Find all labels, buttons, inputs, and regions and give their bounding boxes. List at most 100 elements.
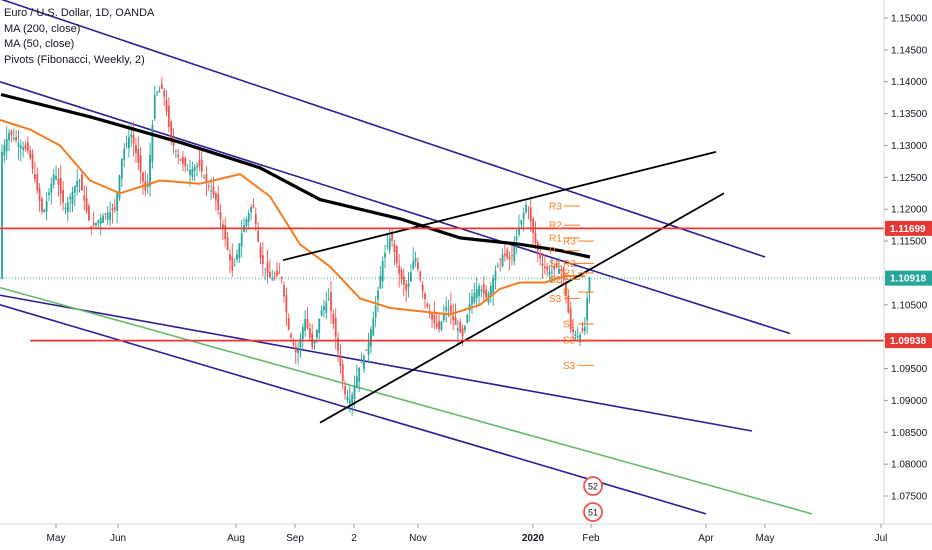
y-tick-label: 1.10500 bbox=[891, 300, 928, 311]
candle-body bbox=[405, 284, 408, 291]
candle-body bbox=[370, 329, 372, 347]
candle-body bbox=[102, 215, 104, 223]
candle-body bbox=[139, 155, 142, 172]
candle-body bbox=[499, 259, 502, 261]
candle-body bbox=[193, 167, 196, 171]
candle-body bbox=[245, 219, 248, 226]
y-tick-label: 1.13000 bbox=[891, 141, 928, 152]
candle-body bbox=[48, 192, 50, 196]
candle-body bbox=[123, 148, 126, 160]
candle-body bbox=[586, 298, 589, 321]
candle-body bbox=[475, 289, 478, 298]
channel-top bbox=[0, 0, 766, 258]
x-tick-label: 2 bbox=[351, 533, 357, 544]
candle-body bbox=[210, 190, 213, 192]
candle-body bbox=[576, 335, 579, 338]
candle-body bbox=[271, 278, 274, 281]
candle-body bbox=[424, 293, 426, 300]
resistance-badge bbox=[885, 220, 932, 236]
pivot-week1-label: S2 bbox=[549, 275, 562, 286]
green-trend-line bbox=[0, 286, 813, 515]
candle-body bbox=[266, 261, 269, 274]
candle-body bbox=[59, 177, 62, 194]
candle-body bbox=[532, 218, 534, 233]
event-markers[interactable]: 52 51 bbox=[583, 476, 603, 522]
candle-body bbox=[551, 271, 553, 273]
y-tick-label: 1.09500 bbox=[891, 364, 928, 375]
candle-body bbox=[97, 220, 100, 224]
pivot-week1-label: S3 bbox=[549, 294, 562, 305]
candle-body bbox=[565, 281, 567, 296]
candle-body bbox=[496, 265, 499, 267]
candle-body bbox=[69, 197, 72, 200]
legend-title[interactable]: Euro / U.S. Dollar, 1D, OANDA bbox=[4, 7, 155, 19]
candle-body bbox=[454, 317, 457, 326]
candle-body bbox=[459, 321, 462, 333]
legend-ma50[interactable]: MA (50, close) bbox=[4, 38, 75, 50]
event-marker-top[interactable] bbox=[583, 476, 603, 496]
candle-body bbox=[36, 173, 39, 191]
candle-body bbox=[233, 264, 236, 266]
y-tick-label: 1.09000 bbox=[891, 396, 928, 407]
candle-body bbox=[520, 220, 523, 225]
candle-body bbox=[50, 183, 53, 193]
candle-body bbox=[252, 205, 255, 208]
pivot-week1-label: S1 bbox=[549, 259, 562, 270]
candle-body bbox=[229, 254, 231, 261]
legend-pivots[interactable]: Pivots (Fibonacci, Weekly, 2) bbox=[4, 53, 145, 66]
candle-body bbox=[106, 212, 109, 220]
candle-body bbox=[320, 309, 323, 316]
x-tick-label: Feb bbox=[582, 533, 600, 544]
candle-body bbox=[388, 238, 391, 251]
pivot-week2-label: S2 bbox=[563, 335, 576, 346]
candle-body bbox=[196, 165, 198, 168]
candle-body bbox=[191, 168, 194, 177]
candle-body bbox=[377, 290, 379, 300]
upper-wedge-line bbox=[282, 150, 717, 262]
support-badge-label: 1.09938 bbox=[890, 336, 927, 347]
y-tick-label: 1.12000 bbox=[891, 205, 928, 216]
x-tick-label: Apr bbox=[698, 533, 714, 544]
candle-body bbox=[261, 255, 264, 265]
candle-body bbox=[442, 314, 445, 321]
y-tick-label: 1.15000 bbox=[891, 14, 928, 25]
candle-body bbox=[151, 125, 154, 162]
candle-body bbox=[135, 144, 137, 154]
candle-body bbox=[511, 255, 513, 257]
legend-ma200[interactable]: MA (200, close) bbox=[4, 22, 81, 35]
candle-body bbox=[414, 257, 417, 262]
candle-body bbox=[238, 243, 241, 259]
candle-body bbox=[379, 275, 382, 289]
pivot-week2-label: S3 bbox=[563, 361, 576, 372]
candle-body bbox=[513, 246, 516, 262]
candle-body bbox=[400, 269, 403, 280]
candle-body bbox=[165, 100, 168, 112]
candle-body bbox=[179, 159, 182, 161]
candle-body bbox=[464, 326, 466, 331]
pivot-week2-label: R1 bbox=[563, 268, 576, 279]
candle-body bbox=[529, 207, 532, 222]
candle-body bbox=[259, 246, 262, 259]
channel-upper bbox=[0, 80, 791, 335]
candle-body bbox=[285, 295, 288, 313]
candle-body bbox=[381, 260, 384, 282]
candle-body bbox=[583, 327, 586, 332]
candle-body bbox=[558, 268, 560, 274]
candle-body bbox=[287, 318, 290, 330]
resistance-badge-label: 1.11699 bbox=[890, 224, 926, 235]
candle-body bbox=[482, 284, 485, 294]
candle-body bbox=[222, 224, 224, 229]
lower-wedge-line bbox=[319, 192, 725, 424]
last-price-badge bbox=[885, 270, 932, 286]
event-marker-bottom[interactable] bbox=[583, 502, 603, 522]
candle-body bbox=[158, 90, 161, 93]
candle-body bbox=[426, 303, 429, 307]
candle-body bbox=[294, 346, 297, 353]
pivot-week1-label: P bbox=[549, 246, 556, 257]
candle-body bbox=[419, 272, 422, 281]
candle-body bbox=[205, 173, 208, 183]
candle-body bbox=[539, 253, 542, 259]
candle-body bbox=[466, 315, 469, 323]
candle-body bbox=[572, 328, 574, 333]
